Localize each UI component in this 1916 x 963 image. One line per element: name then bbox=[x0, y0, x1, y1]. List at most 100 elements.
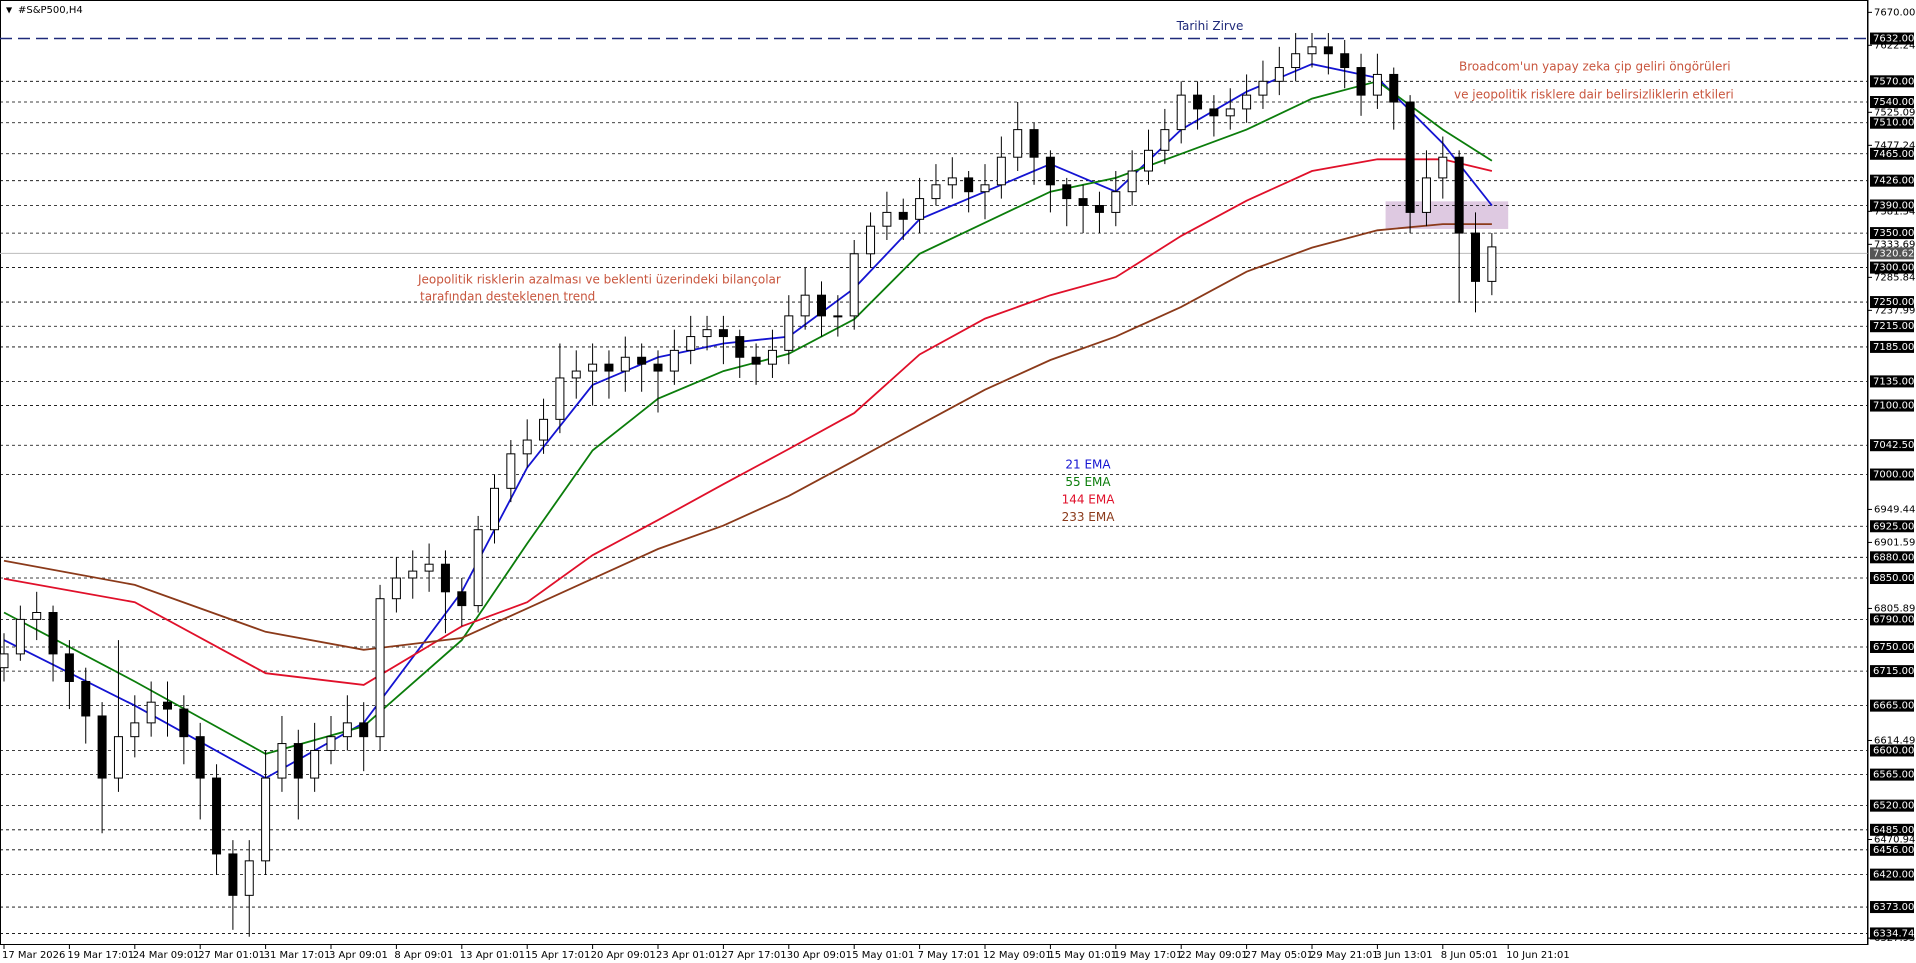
candle-body bbox=[391, 577, 401, 600]
level-tag bbox=[1870, 174, 1914, 187]
candle-body bbox=[898, 211, 908, 220]
candle-body bbox=[0, 653, 9, 669]
candle-body bbox=[539, 418, 549, 441]
candle-body bbox=[130, 722, 140, 738]
candle-body bbox=[1405, 101, 1415, 213]
level-label: 7250.00 bbox=[1873, 297, 1914, 308]
candle-body bbox=[1062, 184, 1072, 200]
candle-body bbox=[522, 439, 532, 455]
x-tick-label: 3 Jun 13:01 bbox=[1375, 950, 1432, 961]
x-tick-label: 19 May 17:01 bbox=[1114, 950, 1183, 961]
x-tick-label: 5 May 01:01 bbox=[852, 950, 914, 961]
candle-body bbox=[261, 777, 271, 862]
y-tick-label: 6614.49 bbox=[1874, 735, 1915, 746]
y-tick-label: 6901.59 bbox=[1874, 537, 1915, 548]
candle-body bbox=[817, 294, 826, 317]
level-tag bbox=[1870, 699, 1914, 712]
candle-body bbox=[718, 329, 728, 338]
annotation: tarafından desteklenen trend bbox=[420, 290, 595, 304]
candle-body bbox=[555, 377, 565, 420]
x-tick-label: 10 Jun 21:01 bbox=[1506, 950, 1570, 961]
level-label: 7300.00 bbox=[1873, 263, 1914, 274]
level-tag bbox=[1870, 247, 1914, 260]
x-tick-label: 12 May 09:01 bbox=[983, 950, 1052, 961]
level-label: 7426.00 bbox=[1873, 176, 1914, 187]
level-tag bbox=[1870, 613, 1914, 626]
x-tick-label: 8 Jun 05:01 bbox=[1441, 950, 1498, 961]
candle-body bbox=[1029, 129, 1039, 158]
candle-body bbox=[1144, 149, 1153, 172]
candle-body bbox=[1258, 80, 1268, 96]
level-tag bbox=[1870, 823, 1914, 836]
candle-body bbox=[1340, 53, 1350, 69]
level-label: 6565.00 bbox=[1873, 770, 1914, 781]
candle-body bbox=[228, 853, 238, 896]
y-tick-label: 7477.24 bbox=[1874, 140, 1915, 151]
x-tick-label: 29 May 21:01 bbox=[1310, 950, 1379, 961]
candle-body bbox=[179, 708, 189, 738]
candle-body bbox=[1078, 198, 1088, 207]
candle-body bbox=[1111, 191, 1121, 213]
candle-body bbox=[620, 356, 630, 372]
candle-body bbox=[849, 253, 859, 317]
candle-body bbox=[1372, 73, 1382, 96]
level-tag bbox=[1870, 375, 1914, 388]
candle-body bbox=[1421, 177, 1431, 213]
candle-body bbox=[571, 370, 581, 379]
y-tick-label: 7237.99 bbox=[1874, 305, 1915, 316]
peak-text: Tarihi Zirve bbox=[1176, 19, 1244, 33]
level-label: 7042.50 bbox=[1873, 440, 1914, 451]
candle-body bbox=[244, 860, 254, 896]
candle-body bbox=[637, 356, 647, 365]
level-tag bbox=[1870, 768, 1914, 781]
x-tick-label: 19 Mar 17:01 bbox=[67, 950, 134, 961]
candle-body bbox=[342, 722, 352, 738]
candle-body bbox=[1160, 129, 1170, 151]
candle-body bbox=[97, 715, 107, 779]
x-tick-label: 7 May 17:01 bbox=[918, 950, 980, 961]
level-label: 7465.00 bbox=[1873, 149, 1914, 160]
candle-body bbox=[1274, 67, 1284, 82]
candle-body bbox=[490, 487, 499, 531]
annotation: Jeopolitik risklerin azalması ve beklent… bbox=[417, 273, 781, 287]
candle-body bbox=[1471, 232, 1480, 282]
level-tag bbox=[1870, 927, 1914, 940]
candle-body bbox=[686, 336, 696, 351]
level-label: 6750.00 bbox=[1873, 642, 1914, 653]
x-tick-label: 27 Apr 17:01 bbox=[721, 950, 786, 961]
candle-body bbox=[15, 618, 25, 655]
x-tick-label: 3 Apr 09:01 bbox=[329, 950, 388, 961]
level-label: 6925.00 bbox=[1873, 521, 1914, 532]
level-label: 7215.00 bbox=[1873, 321, 1914, 332]
candle-body bbox=[81, 680, 91, 717]
level-label: 6715.00 bbox=[1873, 666, 1914, 677]
candle-body bbox=[882, 211, 892, 227]
legend-entry: 21 EMA bbox=[1065, 458, 1111, 472]
candle-body bbox=[326, 736, 336, 751]
x-tick-label: 27 Mar 01:01 bbox=[198, 950, 265, 961]
x-tick-label: 22 May 09:01 bbox=[1179, 950, 1248, 961]
candle-body bbox=[1013, 129, 1023, 158]
candle-body bbox=[1454, 156, 1464, 234]
level-tag bbox=[1870, 744, 1914, 757]
candle-body bbox=[113, 736, 123, 779]
candle-body bbox=[767, 349, 777, 365]
level-tag bbox=[1870, 640, 1914, 653]
x-tick-label: 31 Mar 17:01 bbox=[264, 950, 331, 961]
candle-body bbox=[866, 225, 876, 255]
y-tick-label: 6949.44 bbox=[1874, 504, 1915, 515]
level-label: 6600.00 bbox=[1873, 745, 1914, 756]
candle-body bbox=[212, 777, 222, 855]
candle-body bbox=[195, 736, 205, 779]
x-tick-label: 8 Apr 09:01 bbox=[394, 950, 453, 961]
x-tick-label: 13 Apr 01:01 bbox=[460, 950, 525, 961]
level-label: 7320.62 bbox=[1873, 248, 1914, 259]
legend-entry: 55 EMA bbox=[1065, 475, 1111, 489]
x-tick-label: 23 Apr 01:01 bbox=[656, 950, 721, 961]
candle-body bbox=[64, 653, 74, 682]
legend-entry: 144 EMA bbox=[1062, 493, 1116, 507]
candle-body bbox=[996, 156, 1006, 186]
level-tag bbox=[1870, 399, 1914, 412]
candle-body bbox=[1323, 46, 1333, 55]
